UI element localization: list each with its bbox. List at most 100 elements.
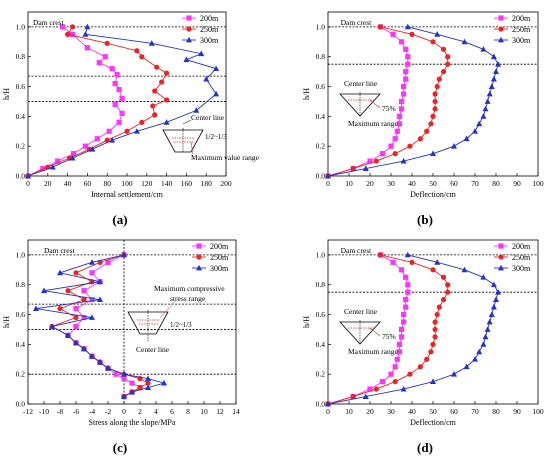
data-point	[33, 305, 39, 311]
data-point	[69, 24, 76, 30]
data-point	[73, 323, 79, 330]
data-point	[152, 112, 158, 118]
panel-label-d: (d)	[417, 440, 433, 455]
y-tick-label: 0.2	[316, 142, 326, 151]
data-point	[89, 314, 95, 320]
data-point	[396, 113, 402, 119]
legend-marker	[498, 15, 504, 21]
x-tick-label: 30	[387, 407, 395, 416]
data-point	[82, 143, 89, 149]
annotation-ratio: 1/2~1/3	[205, 133, 227, 141]
legend-label: 250m	[200, 25, 219, 34]
data-point	[480, 274, 487, 280]
y-axis-label: h/H	[302, 316, 311, 328]
data-point	[401, 311, 407, 318]
x-tick-label: 200	[220, 179, 232, 188]
x-tick-label: 70	[471, 407, 479, 416]
x-tick-label: 10	[345, 179, 353, 188]
data-point	[440, 46, 447, 52]
data-point	[392, 151, 398, 157]
x-tick-label: -8	[57, 407, 63, 416]
data-point	[362, 393, 369, 399]
y-tick-label: 0.8	[316, 280, 326, 289]
x-tick-label: 20	[44, 179, 52, 188]
x-axis-label: Deflection/cm	[410, 418, 457, 427]
x-tick-label: 20	[366, 179, 374, 188]
data-point	[396, 121, 402, 127]
data-point	[109, 66, 115, 72]
data-point	[73, 305, 79, 312]
data-point	[145, 384, 151, 390]
data-point	[139, 119, 145, 125]
data-point	[430, 378, 436, 385]
data-point	[97, 296, 103, 303]
data-point	[94, 136, 100, 142]
y-tick-label: 1.0	[316, 22, 326, 31]
legend-marker	[498, 243, 504, 249]
data-point	[129, 380, 135, 386]
data-point	[89, 145, 96, 152]
data-point	[403, 76, 409, 82]
data-point	[350, 165, 356, 172]
data-point	[97, 278, 103, 285]
x-tick-label: 90	[513, 179, 521, 188]
data-point	[145, 375, 151, 382]
data-point	[463, 135, 470, 142]
annotation-center-line: Center line	[191, 113, 225, 122]
data-point	[398, 39, 405, 45]
legend-marker	[186, 15, 192, 21]
data-point	[392, 379, 398, 385]
data-point	[476, 120, 483, 127]
y-tick-label: 1.0	[16, 22, 26, 31]
x-tick-label: 0	[122, 407, 126, 416]
data-point	[129, 388, 135, 395]
data-point	[432, 326, 438, 333]
y-tick-label: 1.0	[316, 250, 326, 259]
x-tick-label: 40	[408, 407, 416, 416]
plot-frame	[27, 11, 227, 177]
data-point	[121, 393, 127, 399]
data-point	[112, 80, 118, 87]
chart-b: 0 10 20 30 40 50 60 70 80 90 100 0.0 0.2 0.4 0.6 0.8 1.0…	[302, 11, 544, 199]
data-point	[89, 297, 95, 303]
plot-frame	[27, 239, 237, 405]
data-point	[445, 54, 451, 60]
x-tick-label: 0	[326, 179, 330, 188]
y-tick-label: 0.6	[16, 82, 26, 91]
x-tick-label: 100	[532, 407, 544, 416]
data-point	[119, 95, 125, 102]
data-point	[434, 83, 440, 90]
data-point	[183, 56, 190, 63]
x-tick-label: 80	[492, 407, 500, 416]
y-axis-label: h/H	[2, 316, 11, 328]
data-point	[403, 69, 409, 75]
annotation-stress-range: stress range	[170, 294, 206, 303]
x-tick-label: 90	[513, 407, 521, 416]
x-axis-label: Deflection/cm	[410, 190, 457, 199]
data-point	[89, 353, 95, 359]
data-point	[403, 274, 409, 280]
data-point	[350, 393, 356, 400]
legend-label: 250m	[210, 253, 229, 262]
data-point	[150, 103, 156, 109]
data-point	[398, 98, 405, 105]
data-point	[405, 289, 411, 295]
data-point	[396, 341, 402, 347]
data-point	[461, 266, 468, 273]
x-tick-label: 60	[84, 179, 92, 188]
x-tick-label: 160	[181, 179, 193, 188]
data-point	[398, 326, 405, 333]
data-point	[152, 88, 158, 94]
annotation-max-compressive: Maximum compressive	[154, 284, 225, 293]
data-point	[432, 98, 438, 105]
data-point	[362, 165, 369, 171]
legend-marker	[498, 254, 504, 260]
data-point	[424, 128, 430, 134]
legend-marker	[186, 36, 192, 43]
data-point	[398, 334, 405, 340]
leader-line	[369, 327, 381, 337]
annotation-dam-crest: Dam crest	[341, 18, 373, 27]
chart-c: -12 -10 -8 -6 -4 -2 0 2 4 6 8 10 12 14 0.0 0.2 0.4 0.6 0.8…	[2, 239, 240, 427]
annotation-max-range: Maximum range	[348, 119, 398, 128]
